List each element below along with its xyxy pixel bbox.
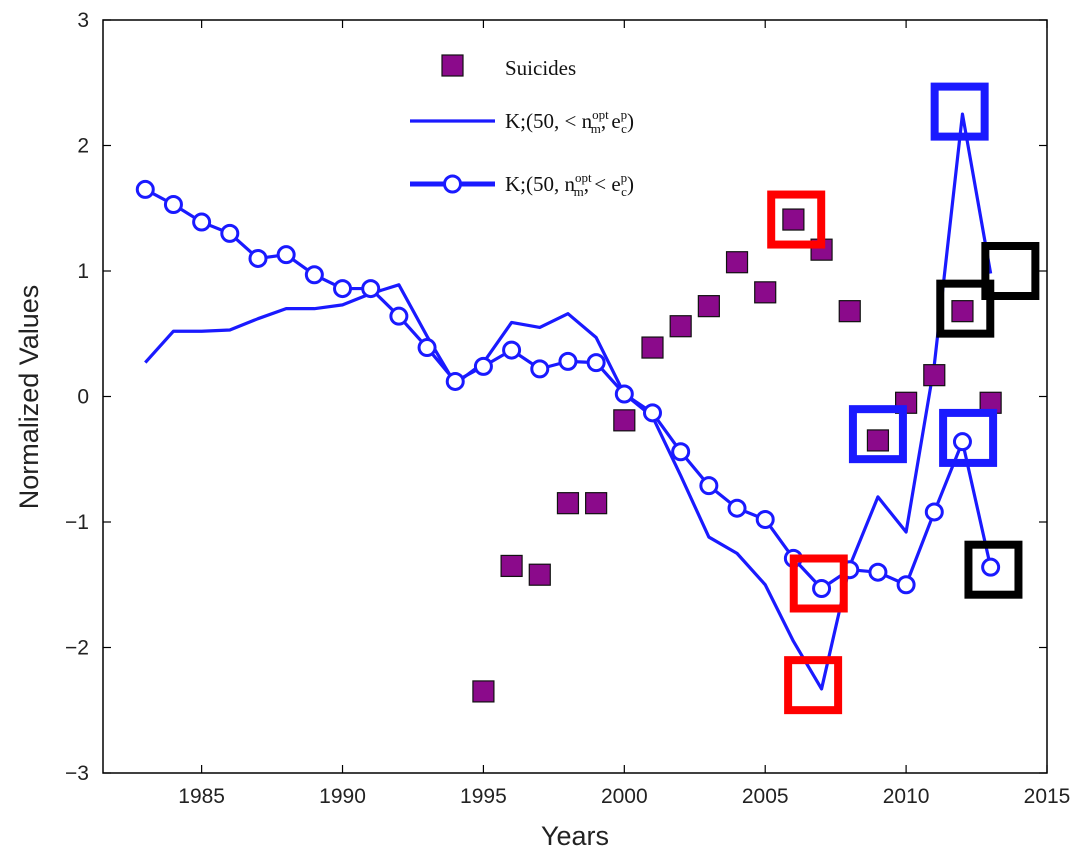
k2-point <box>530 359 550 379</box>
legend-text-part: K;(50, < n <box>505 109 593 133</box>
annotation-box-black <box>981 242 1040 300</box>
k2-point <box>389 306 409 326</box>
annotation-box-blue <box>848 405 907 464</box>
legend-label-suicides: Suicides <box>505 56 576 80</box>
k2-point <box>924 502 944 522</box>
k2-point <box>135 179 155 199</box>
k2-point <box>699 476 719 496</box>
suicides-point <box>754 281 777 304</box>
axis-ticks <box>103 19 1048 774</box>
k2-point <box>727 498 747 518</box>
legend-text-part: p <box>621 107 628 122</box>
x-tick-label: 2015 <box>1024 785 1071 808</box>
legend-text-part: K;(50, n <box>505 172 575 196</box>
annotation-box-red <box>784 656 843 715</box>
annotation-box-blue <box>930 82 989 141</box>
legend-label-k1: K;(50, < nopt m, ep c) <box>505 107 634 136</box>
k2-point <box>614 384 634 404</box>
suicides-point <box>838 300 861 323</box>
x-tick-label: 2000 <box>601 785 648 808</box>
suicides-point <box>697 295 720 318</box>
legend-text-part: ) <box>627 172 634 196</box>
x-axis-title: Years <box>541 821 609 850</box>
k2-point <box>896 575 916 595</box>
x-tick-label: 1995 <box>460 785 507 808</box>
k2-point <box>671 442 691 462</box>
legend-text-part: c <box>621 121 627 136</box>
suicides-point <box>923 364 946 387</box>
legend-label-k2: K;(50, nopt m, < ep c) <box>505 170 634 199</box>
k2-point <box>642 403 662 423</box>
k2-point <box>333 279 353 299</box>
annotation-box-red <box>767 190 826 249</box>
k2-point <box>868 562 888 582</box>
y-tick-label: −2 <box>65 637 89 660</box>
axis-tick-labels: 1985 1990 1995 2000 2005 2010 2015 −3 −2 −1 0 1 2 3 <box>65 9 1070 808</box>
annotation-box-black <box>964 540 1023 599</box>
x-tick-label: 2010 <box>883 785 930 808</box>
annotation-box-blue <box>939 408 998 467</box>
annotation-box-red <box>789 554 848 613</box>
suicides-point <box>556 492 580 515</box>
suicides-point <box>782 208 805 231</box>
y-tick-label: 1 <box>77 260 89 283</box>
k2-point <box>220 223 240 243</box>
k2-point <box>445 371 465 391</box>
k2-point <box>586 353 606 373</box>
suicides-point <box>866 429 890 452</box>
suicides-point <box>725 251 749 274</box>
suicides-point <box>528 563 551 586</box>
suicides-point <box>613 409 636 432</box>
k2-point <box>981 557 1001 577</box>
suicides-point <box>585 492 608 515</box>
suicides-point <box>472 680 495 703</box>
suicides-point <box>951 300 974 323</box>
y-axis-title: Normalized Values <box>14 285 44 510</box>
legend-text-part: opt <box>592 107 609 122</box>
legend-text-part: p <box>621 170 628 185</box>
legend-text-part: m <box>574 184 584 199</box>
k2-point <box>502 340 522 360</box>
k2-point <box>192 212 212 232</box>
k2-point <box>812 579 832 599</box>
legend-swatch-suicides <box>441 54 464 77</box>
annotation-box-black <box>936 279 995 338</box>
y-tick-label: 2 <box>77 135 89 158</box>
suicides-point <box>500 554 523 578</box>
k2-point <box>558 351 578 371</box>
x-tick-label: 2005 <box>742 785 789 808</box>
legend-swatch-k2-marker <box>443 174 462 194</box>
annotation-layer <box>767 82 1040 715</box>
legend-text-part: , < e <box>584 172 621 196</box>
k2-point <box>163 194 183 214</box>
k2-point <box>755 509 775 529</box>
k2-point <box>361 279 381 299</box>
legend-text-part: c <box>621 184 627 199</box>
suicides-point <box>669 315 692 338</box>
y-tick-label: 0 <box>77 386 89 409</box>
legend-text-part: , e <box>601 109 621 133</box>
k2-point <box>417 338 437 358</box>
legend-text-part: opt <box>575 170 592 185</box>
k2-point <box>952 432 972 452</box>
y-tick-label: −3 <box>65 762 89 785</box>
y-tick-label: −1 <box>65 511 89 534</box>
x-tick-label: 1990 <box>319 785 366 808</box>
series-layer <box>135 112 1002 703</box>
legend-text-part: m <box>591 121 601 136</box>
suicides-point <box>641 336 664 359</box>
k2-point <box>276 245 296 265</box>
k2-point <box>473 356 493 376</box>
y-tick-label: 3 <box>77 9 89 32</box>
plot-area <box>102 19 1048 774</box>
x-tick-label: 1985 <box>178 785 225 808</box>
legend-text-part: ) <box>627 109 634 133</box>
k2-point <box>248 248 268 268</box>
k2-point <box>304 265 324 285</box>
